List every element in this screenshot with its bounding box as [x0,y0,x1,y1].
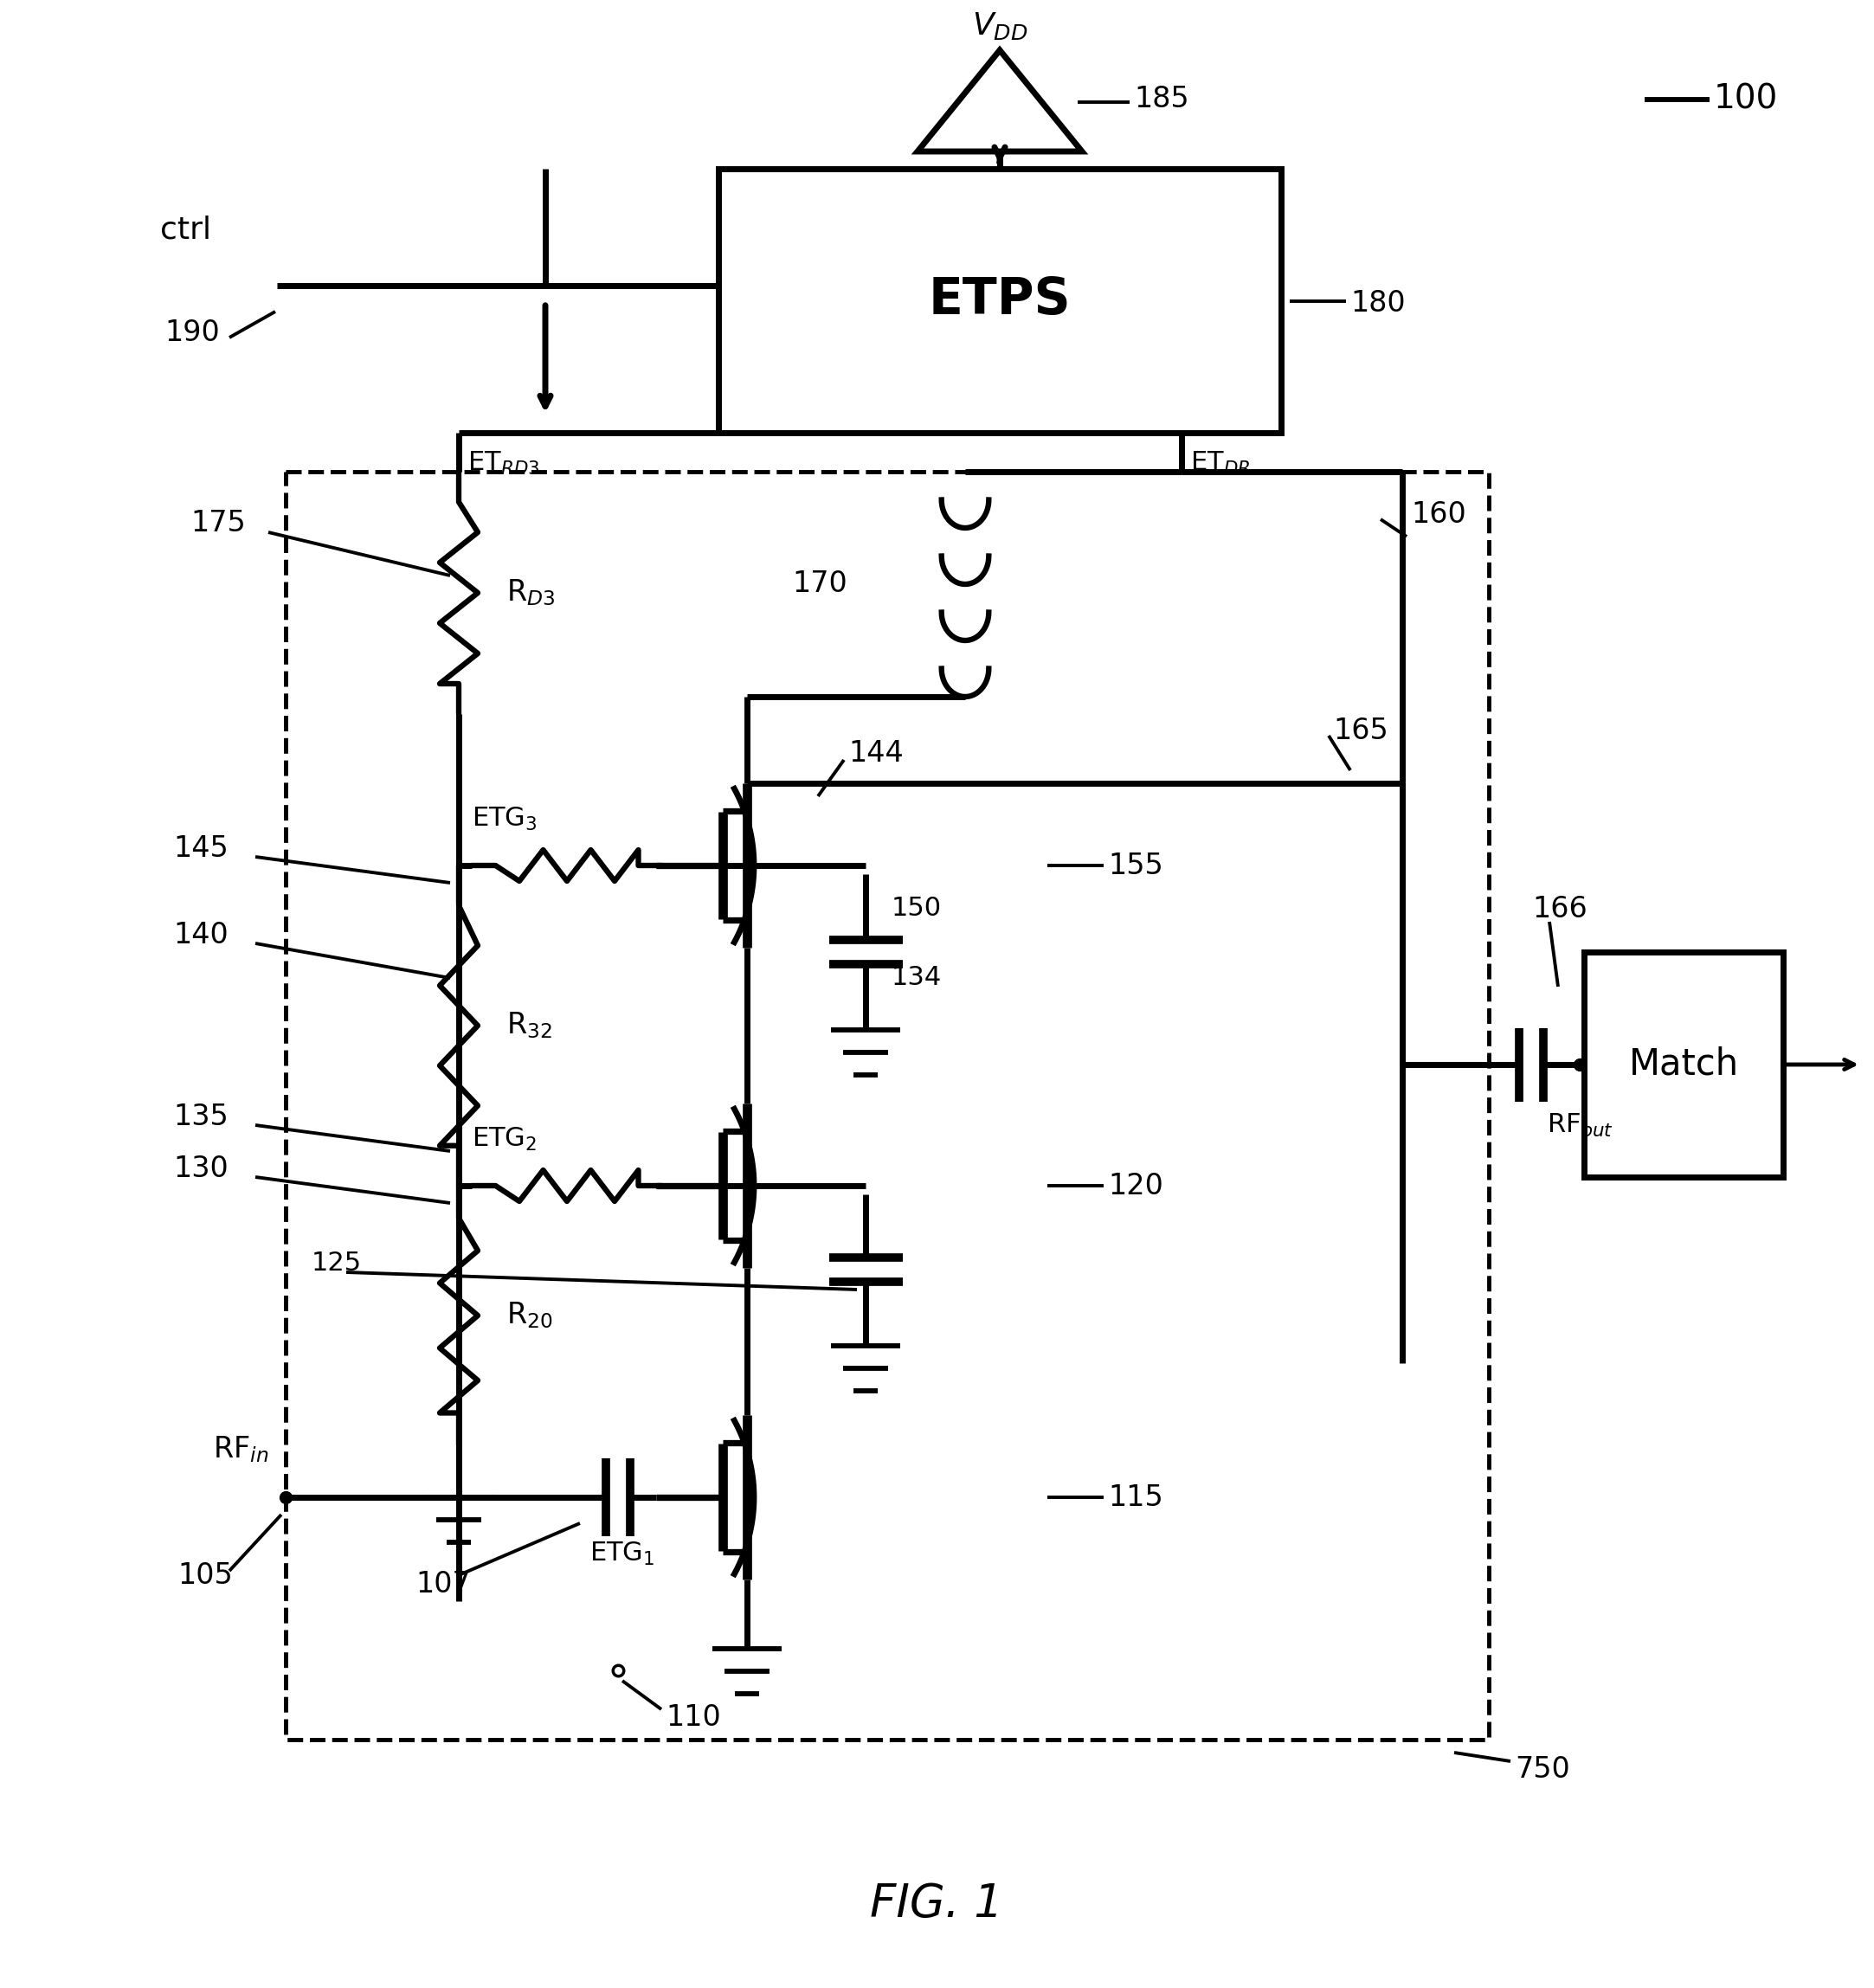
Text: 110: 110 [665,1704,721,1732]
Text: 140: 140 [172,920,229,948]
Text: R$_{D3}$: R$_{D3}$ [506,579,555,608]
Text: 180: 180 [1351,288,1406,318]
Text: 185: 185 [1134,85,1188,113]
Text: $V_{DD}$: $V_{DD}$ [973,10,1027,42]
Text: 750: 750 [1514,1755,1570,1783]
Text: 107: 107 [416,1571,470,1598]
Text: ET$_{DR}$: ET$_{DR}$ [1190,449,1250,477]
Text: ETG$_1$: ETG$_1$ [590,1541,656,1567]
Text: 105: 105 [178,1561,232,1590]
Text: 130: 130 [172,1155,229,1183]
Bar [1584,952,1784,1177]
Text: 135: 135 [172,1101,229,1131]
Text: 175: 175 [191,509,245,539]
Text: 100: 100 [1715,83,1778,115]
Text: 120: 120 [1108,1171,1164,1201]
Text: 115: 115 [1108,1483,1164,1511]
Text: 125: 125 [311,1250,362,1276]
Text: ETG$_2$: ETG$_2$ [472,1125,538,1153]
Text: ETPS: ETPS [928,276,1072,324]
Text: 155: 155 [1108,851,1164,881]
Bar [285,471,1488,1740]
Text: 150: 150 [892,897,943,920]
Text: R$_{20}$: R$_{20}$ [506,1300,553,1330]
Text: 166: 166 [1533,895,1587,922]
Text: R$_{32}$: R$_{32}$ [506,1010,553,1040]
Bar [718,169,1282,433]
Text: Match: Match [1629,1046,1739,1083]
Text: FIG. 1: FIG. 1 [870,1881,1003,1926]
Text: RF$_{out}$: RF$_{out}$ [1546,1111,1614,1139]
Text: 160: 160 [1411,501,1465,529]
Text: ET$_{RD3}$: ET$_{RD3}$ [467,449,540,477]
Text: ETG$_3$: ETG$_3$ [472,805,538,833]
Text: RF$_{in}$: RF$_{in}$ [212,1435,268,1465]
Text: 144: 144 [849,740,903,767]
Text: 170: 170 [793,571,847,598]
Text: ctrl: ctrl [159,215,212,245]
Text: 165: 165 [1332,718,1389,746]
Text: 145: 145 [172,833,229,863]
Text: 134: 134 [892,966,943,990]
Text: 190: 190 [165,318,219,348]
